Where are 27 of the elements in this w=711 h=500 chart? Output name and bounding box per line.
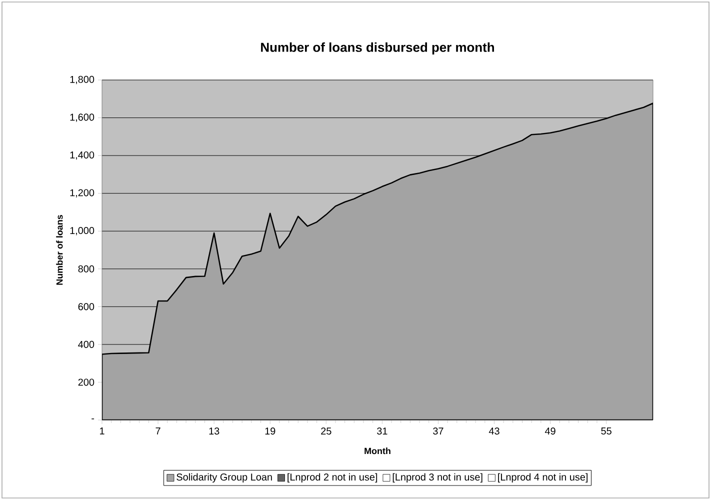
x-tick-label: 49 [544, 428, 556, 435]
y-tick-label: 1,400 [70, 151, 94, 160]
x-tick-label: 13 [209, 428, 220, 435]
y-tick-label: 800 [78, 265, 94, 272]
y-tick-label: 1,800 [70, 76, 94, 84]
x-tick-label: 25 [321, 428, 332, 435]
y-tick-label: 1,600 [70, 114, 94, 122]
x-tick-label: 31 [377, 428, 388, 435]
x-tick-label: 1 [100, 428, 104, 434]
text: Solidarity Group Loan [176, 473, 272, 483]
y-tick-label: 1,000 [70, 226, 94, 236]
y-tick-label: 400 [78, 340, 94, 348]
legend-label: [Lnprod 4 not in use] [498, 473, 588, 483]
legend-label: [Lnprod 2 not in use] [288, 473, 378, 483]
y-tick-label: 1,200 [70, 189, 94, 198]
y-tick-label: - [92, 418, 94, 420]
chart-title: Number of loans disbursed per month [261, 42, 494, 54]
y-axis-title: Number of loans [56, 214, 63, 285]
x-tick-label: 43 [488, 428, 500, 435]
y-tick-label: 600 [78, 303, 94, 310]
x-tick-label: 7 [156, 428, 160, 434]
x-tick-label: 37 [433, 428, 444, 435]
x-tick-label: 55 [601, 428, 612, 434]
x-tick-label: 19 [265, 428, 276, 435]
legend-label: [Lnprod 3 not in use] [392, 473, 482, 483]
x-axis-title: Month [364, 448, 390, 454]
y-tick-label: 200 [78, 378, 94, 386]
